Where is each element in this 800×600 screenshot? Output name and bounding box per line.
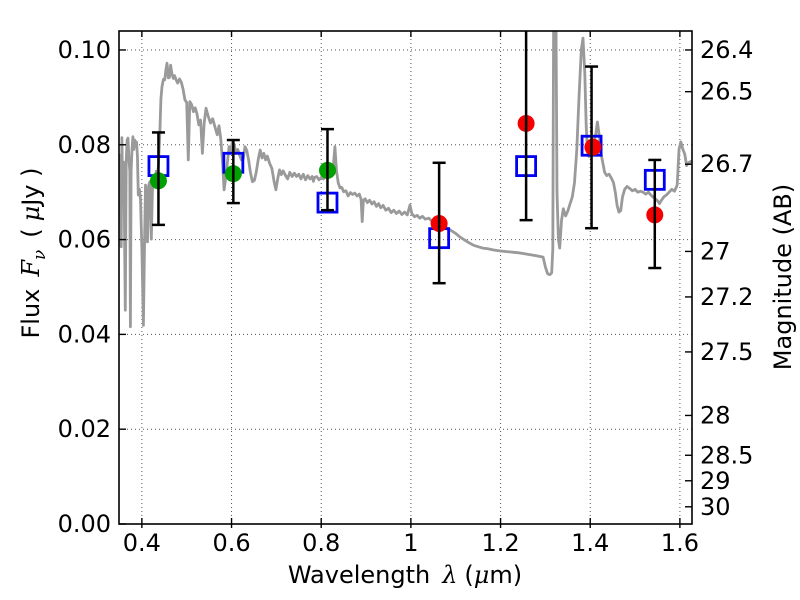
mu-symbol: μ — [473, 561, 490, 589]
x-tick-label: 1.6 — [661, 529, 699, 557]
tick-marks — [119, 31, 692, 528]
error-bars — [151, 31, 662, 285]
y-tick-label-right: 26.7 — [700, 150, 753, 178]
y-tick-label-left: 0.10 — [58, 36, 111, 64]
y-tick-label-right: 27 — [700, 237, 731, 265]
y-tick-label-left: 0.06 — [58, 226, 111, 254]
y-axis-label-left: FluxFν(μJy ) — [17, 167, 49, 339]
y-tick-label-left: 0.08 — [58, 131, 111, 159]
x-axis-label: Wavelength λ (μm) — [287, 561, 523, 589]
nu-symbol: ν — [28, 249, 49, 260]
y-tick-label-right: 26.4 — [700, 36, 753, 64]
x-tick-label: 1.2 — [481, 529, 519, 557]
x-tick-label: 0.8 — [302, 529, 340, 557]
flux-word: Flux — [17, 288, 46, 339]
y-tick-label-right: 27.5 — [700, 338, 753, 366]
observed-photometry-red-marker — [584, 138, 602, 156]
y-tick-label-left: 0.00 — [58, 510, 111, 538]
grid-lines — [119, 31, 692, 524]
y-tick-label-right: 27.2 — [700, 283, 753, 311]
y-tick-label-left: 0.04 — [58, 320, 111, 348]
flux-F-symbol: F — [17, 259, 46, 277]
y-tick-label-right: 30 — [700, 493, 731, 521]
x-tick-label: 1.4 — [571, 529, 609, 557]
mu-symbol: μ — [17, 205, 46, 222]
y-tick-label-right: 26.5 — [700, 78, 753, 106]
y-tick-label-right: 28.5 — [700, 441, 753, 469]
x-axis-label-word: Wavelength — [287, 561, 431, 589]
axes-frame — [118, 30, 693, 525]
x-tick-label: 0.6 — [212, 529, 250, 557]
spectrum-line — [119, 31, 692, 329]
y-tick-label-right: 28 — [700, 401, 731, 429]
x-tick-label: 1 — [403, 529, 418, 557]
y-tick-label-left: 0.02 — [58, 415, 111, 443]
tick-labels: 0.4 0.6 0.8 1 1.2 1.4 1.6 0.00 0.02 0.04 0.06 0.08 0… — [58, 36, 754, 557]
y-tick-label-right: 29 — [700, 467, 731, 495]
lambda-symbol: λ — [442, 561, 458, 589]
x-tick-label: 0.4 — [123, 529, 161, 557]
y-axis-label-right: Magnitude (AB) — [769, 183, 797, 371]
